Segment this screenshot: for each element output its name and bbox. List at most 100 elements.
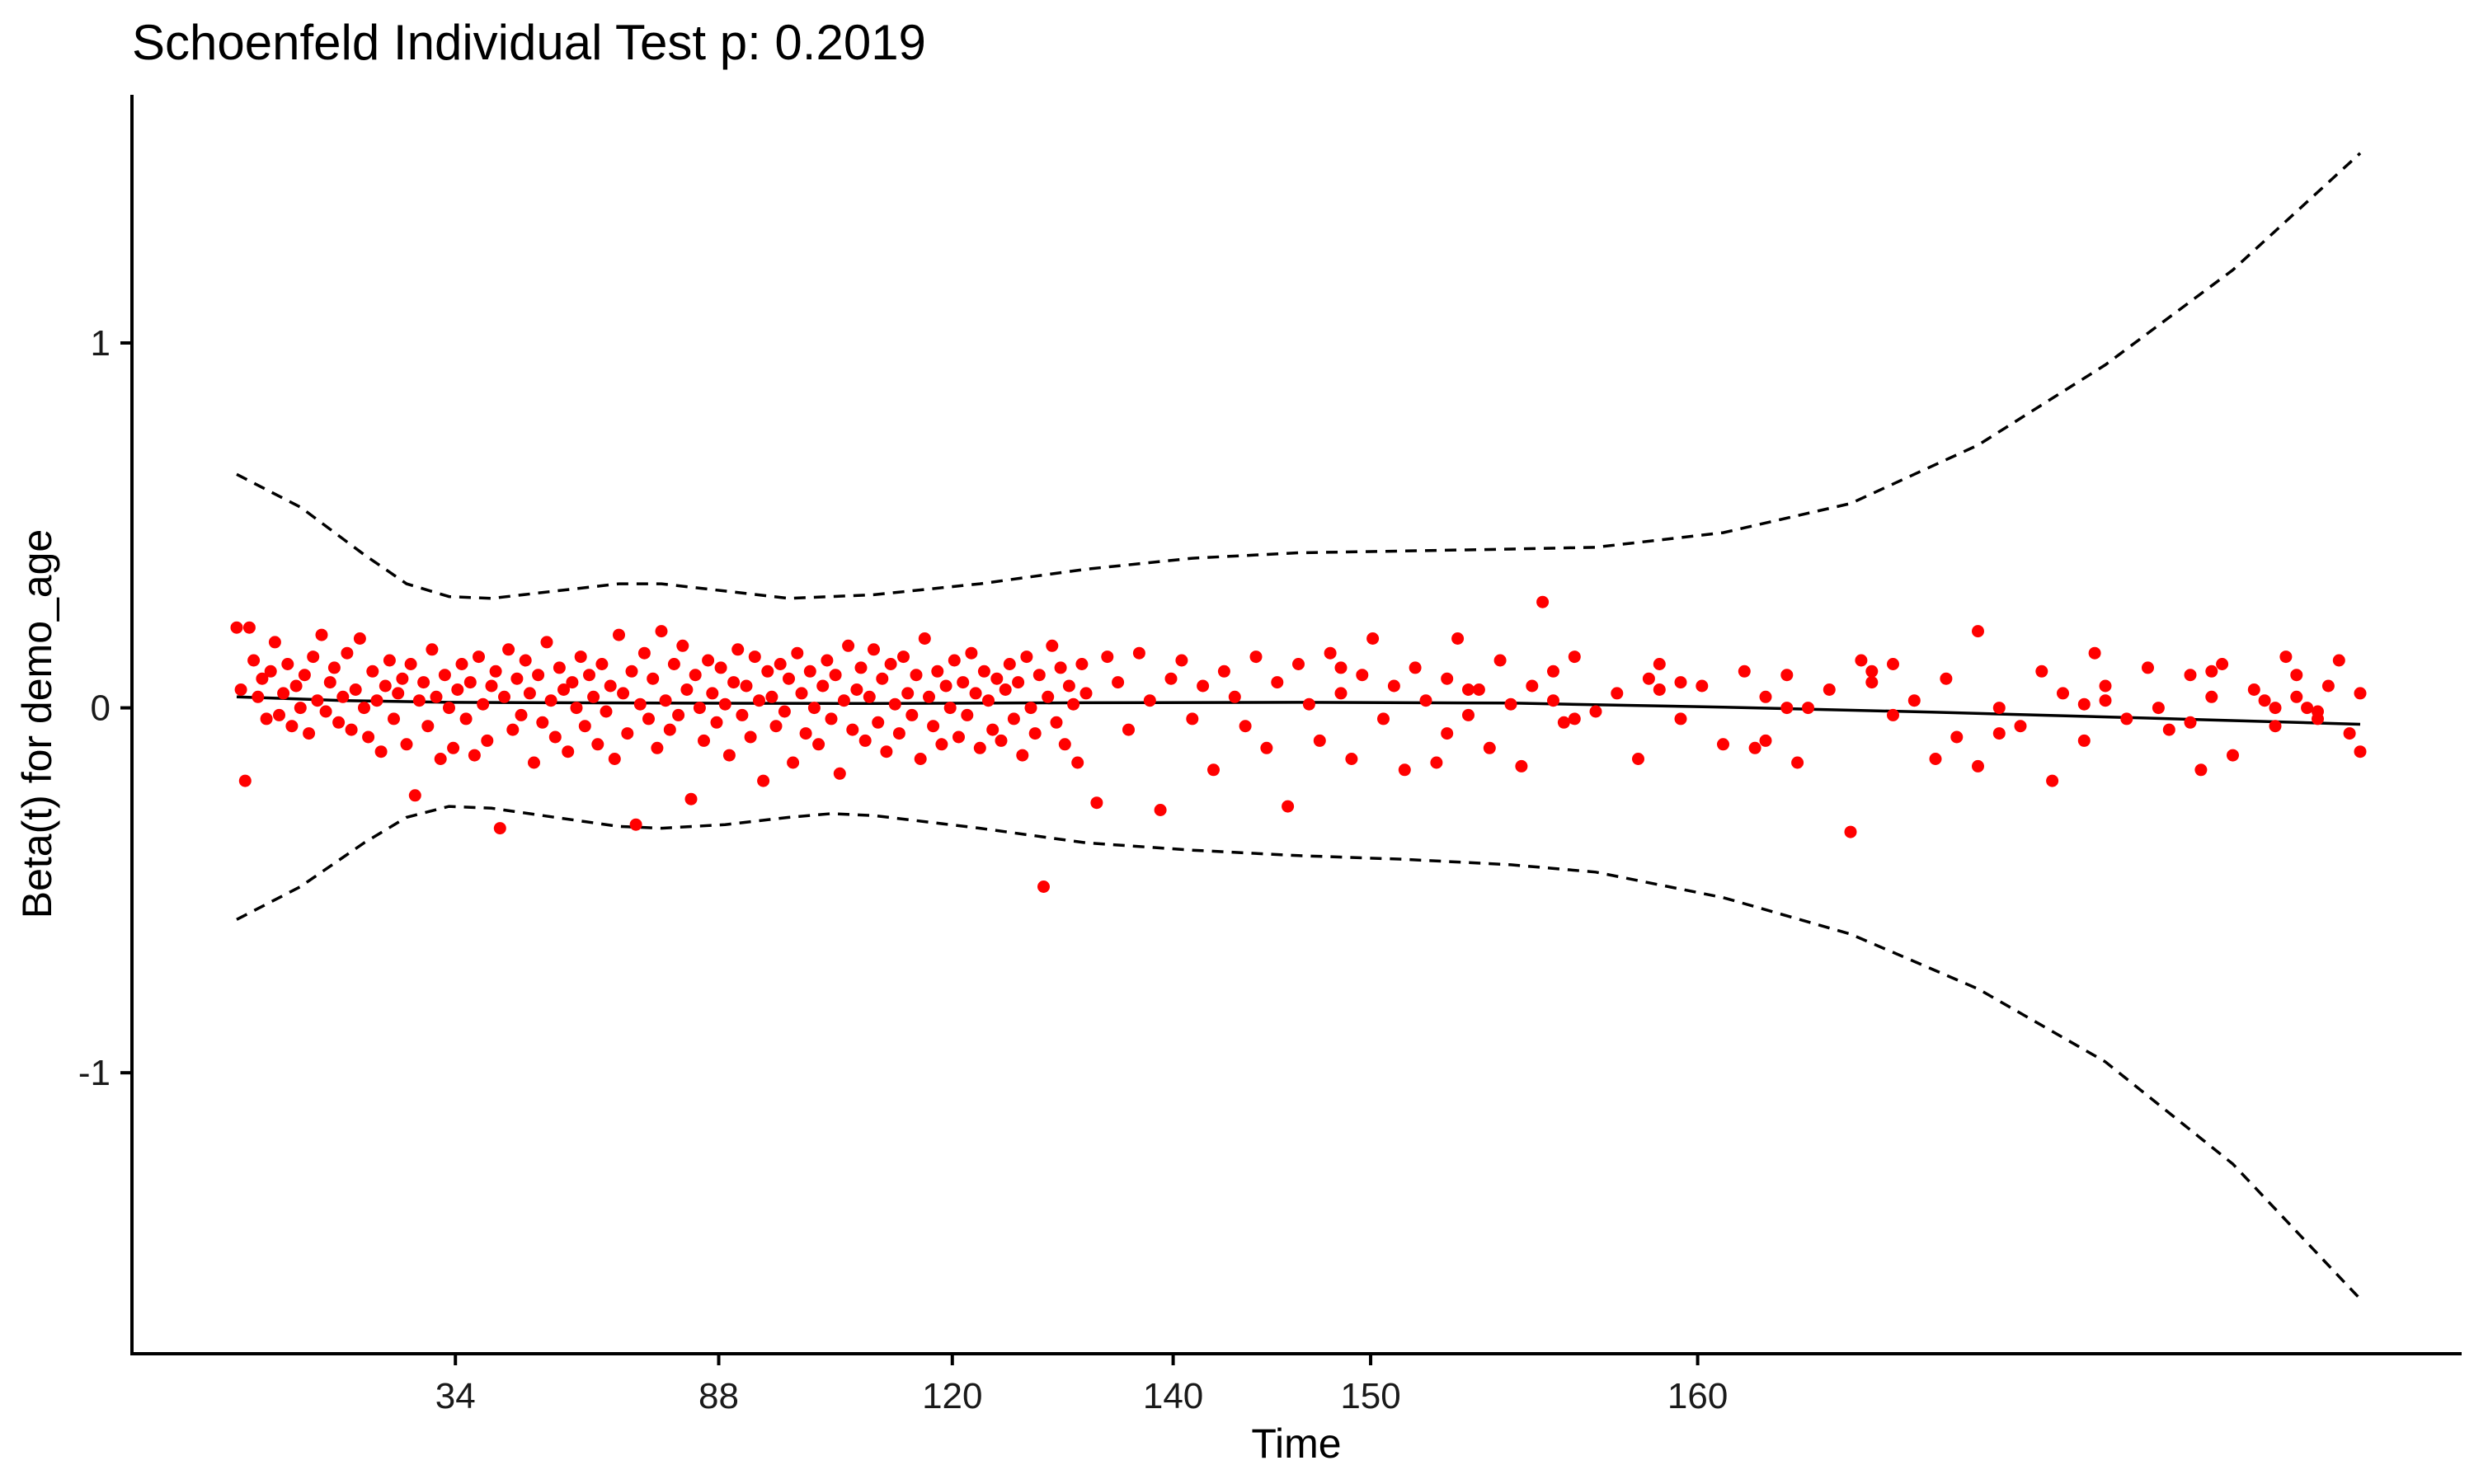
residual-point	[927, 720, 940, 733]
residual-point	[957, 676, 970, 689]
residual-point	[858, 734, 872, 747]
residual-point	[268, 636, 281, 649]
residual-point	[1387, 679, 1400, 693]
residual-point	[965, 646, 978, 660]
residual-point	[613, 628, 625, 641]
residual-point	[1568, 650, 1581, 664]
residual-point	[600, 705, 613, 718]
residual-point	[1419, 694, 1432, 707]
residual-point	[1855, 654, 1868, 667]
residual-point	[260, 712, 273, 726]
residual-point	[905, 708, 919, 721]
residual-point	[642, 712, 655, 726]
residual-point	[506, 723, 520, 736]
residual-point	[2035, 665, 2048, 678]
residual-point	[459, 712, 473, 726]
residual-point	[714, 661, 727, 674]
residual-points	[230, 595, 2367, 893]
residual-point	[1012, 676, 1025, 689]
residual-point	[417, 676, 430, 689]
residual-point	[1451, 632, 1465, 645]
residual-point	[633, 697, 647, 711]
residual-point	[2057, 687, 2069, 700]
residual-point	[999, 683, 1012, 696]
y-axis-ticks: 1 0 -1	[78, 323, 132, 1093]
residual-point	[493, 822, 506, 835]
residual-point	[1717, 738, 1729, 751]
residual-point	[1780, 669, 1794, 682]
residual-point	[663, 723, 676, 736]
residual-point	[485, 679, 498, 693]
residual-point	[2321, 679, 2335, 693]
residual-point	[812, 738, 825, 751]
residual-point	[914, 753, 927, 765]
residual-point	[1515, 759, 1528, 773]
residual-point	[498, 690, 510, 703]
residual-point	[242, 621, 256, 634]
residual-point	[1472, 683, 1485, 696]
residual-point	[1398, 763, 1411, 777]
residual-point	[604, 679, 617, 693]
residual-point	[289, 679, 303, 693]
residual-point	[952, 730, 965, 744]
x-tick-label: 34	[435, 1376, 476, 1416]
residual-point	[939, 679, 952, 693]
residual-point	[1589, 705, 1602, 718]
residual-point	[438, 669, 451, 682]
residual-point	[1674, 676, 1687, 689]
residual-point	[1887, 708, 1899, 721]
residual-point	[362, 730, 375, 744]
residual-point	[2269, 720, 2282, 733]
residual-point	[1024, 702, 1037, 715]
residual-point	[412, 694, 426, 707]
residual-point	[473, 650, 485, 664]
residual-point	[901, 687, 915, 700]
residual-point	[1112, 676, 1125, 689]
residual-point	[2194, 763, 2208, 777]
residual-point	[986, 723, 999, 736]
residual-point	[1611, 687, 1624, 700]
residual-point	[574, 650, 587, 664]
residual-point	[1075, 658, 1089, 670]
residual-point	[659, 694, 672, 707]
residual-point	[532, 669, 545, 682]
residual-point	[1122, 723, 1135, 736]
residual-point	[693, 702, 706, 715]
residual-point	[748, 650, 761, 664]
residual-point	[1526, 679, 1539, 693]
y-tick-label: 1	[91, 323, 111, 364]
residual-point	[629, 818, 642, 831]
residual-point	[1175, 654, 1188, 667]
residual-point	[345, 723, 358, 736]
residual-point	[923, 690, 935, 703]
residual-point	[1748, 741, 1761, 754]
residual-point	[566, 676, 579, 689]
residual-point	[698, 734, 710, 747]
residual-point	[1046, 639, 1059, 652]
ci-lower-line	[236, 805, 2362, 1300]
residual-point	[727, 676, 741, 689]
residual-point	[990, 672, 1004, 685]
residual-point	[281, 658, 294, 670]
residual-point	[379, 679, 392, 693]
residual-point	[1071, 756, 1084, 769]
residual-point	[872, 716, 885, 729]
residual-point	[2290, 690, 2303, 703]
residual-point	[1228, 690, 1241, 703]
residual-point	[2301, 702, 2314, 715]
residual-point	[617, 687, 630, 700]
residual-point	[583, 669, 595, 682]
residual-point	[2184, 669, 2197, 682]
residual-point	[311, 694, 324, 707]
residual-point	[1536, 595, 1550, 608]
residual-point	[1313, 734, 1326, 747]
residual-point	[519, 654, 532, 667]
residual-point	[2216, 658, 2229, 670]
residual-point	[1887, 658, 1899, 670]
residual-point	[392, 687, 405, 700]
residual-point	[247, 654, 261, 667]
residual-point	[1302, 697, 1315, 711]
residual-point	[1003, 658, 1016, 670]
residual-point	[1430, 756, 1443, 769]
fit-line-layer	[236, 695, 2361, 726]
